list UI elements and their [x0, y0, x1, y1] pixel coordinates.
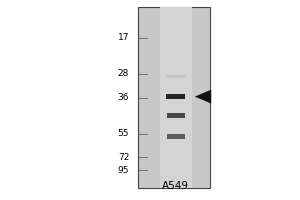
Bar	[167, 75, 184, 78]
Bar	[167, 113, 184, 118]
Bar	[160, 7, 192, 188]
Polygon shape	[195, 90, 211, 104]
Bar	[166, 94, 185, 99]
Bar	[138, 7, 210, 188]
Bar	[167, 134, 184, 139]
Text: 17: 17	[118, 33, 129, 42]
Text: 36: 36	[118, 93, 129, 102]
Text: 72: 72	[118, 153, 129, 162]
Text: 28: 28	[118, 69, 129, 78]
Text: 55: 55	[118, 129, 129, 138]
Text: 95: 95	[118, 166, 129, 175]
Text: A549: A549	[162, 181, 189, 191]
